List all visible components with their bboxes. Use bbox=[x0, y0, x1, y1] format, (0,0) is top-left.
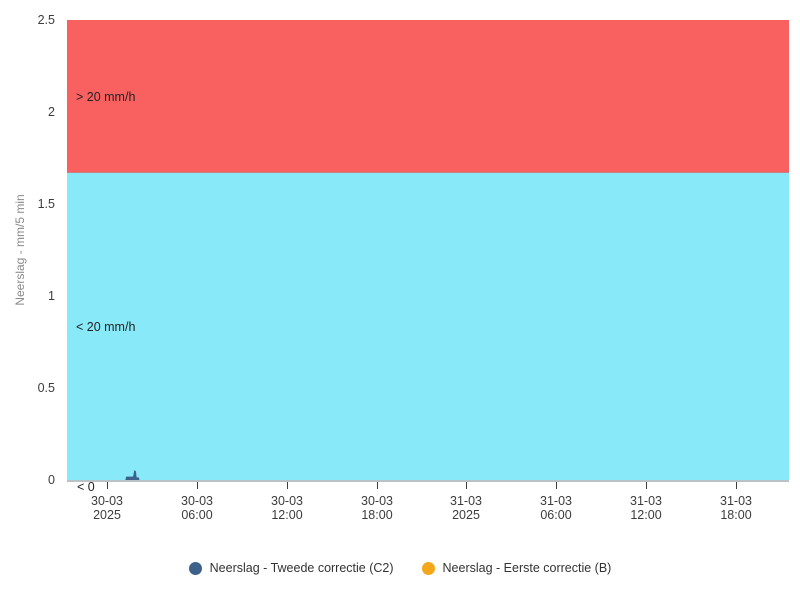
x-tick-label-time: 06:00 bbox=[181, 508, 213, 522]
x-tick-label-time: 12:00 bbox=[630, 508, 662, 522]
x-tick-label-time: 06:00 bbox=[540, 508, 572, 522]
y-tick-label: 2.5 bbox=[37, 13, 55, 27]
x-tick-label-time: 2025 bbox=[93, 508, 121, 522]
x-tick-label-date: 30-03 bbox=[181, 494, 213, 508]
x-tick bbox=[646, 482, 647, 489]
plot-area[interactable]: > 20 mm/h < 20 mm/h bbox=[67, 20, 789, 480]
band-label-1: < 20 mm/h bbox=[76, 319, 136, 334]
x-tick-label-date: 31-03 bbox=[630, 494, 662, 508]
x-tick-label-time: 18:00 bbox=[720, 508, 752, 522]
y-tick-label: 1.5 bbox=[37, 197, 55, 211]
x-tick bbox=[197, 482, 198, 489]
x-tick-label-time: 2025 bbox=[452, 508, 480, 522]
x-tick-label-date: 31-03 bbox=[540, 494, 572, 508]
legend-item-tweede-correctie-c2[interactable]: Neerslag - Tweede correctie (C2) bbox=[188, 561, 394, 575]
x-tick bbox=[466, 482, 467, 489]
x-tick-label-date: 31-03 bbox=[720, 494, 752, 508]
y-tick-label: 2 bbox=[48, 105, 55, 119]
x-tick-label-time: 12:00 bbox=[271, 508, 303, 522]
legend-label-b: Neerslag - Eerste correctie (B) bbox=[442, 561, 612, 575]
y-tick-label: 0 bbox=[48, 473, 55, 487]
x-tick-label-time: 18:00 bbox=[361, 508, 393, 522]
x-tick-label: 30-03 06:00 bbox=[160, 494, 234, 522]
x-tick-label: 30-03 18:00 bbox=[340, 494, 414, 522]
x-tick-label-date: 30-03 bbox=[91, 494, 123, 508]
x-tick-label: 31-03 2025 bbox=[429, 494, 503, 522]
x-tick-label-date: 30-03 bbox=[271, 494, 303, 508]
x-tick bbox=[377, 482, 378, 489]
threshold-band-0 bbox=[67, 20, 789, 174]
legend: Neerslag - Tweede correctie (C2) Neersla… bbox=[0, 561, 800, 575]
threshold-band-1 bbox=[67, 173, 789, 480]
y-tick-label: 0.5 bbox=[37, 381, 55, 395]
x-tick-label: 30-03 2025 bbox=[70, 494, 144, 522]
x-tick-label: 31-03 06:00 bbox=[519, 494, 593, 522]
x-tick bbox=[736, 482, 737, 489]
x-tick-label: 31-03 12:00 bbox=[609, 494, 683, 522]
x-tick bbox=[556, 482, 557, 489]
x-tick-label-date: 30-03 bbox=[361, 494, 393, 508]
x-tick-label-date: 31-03 bbox=[450, 494, 482, 508]
x-tick bbox=[107, 482, 108, 489]
band-label-0: > 20 mm/h bbox=[76, 89, 136, 104]
below-zero-label: < 0 bbox=[77, 480, 95, 494]
legend-item-eerste-correctie-b[interactable]: Neerslag - Eerste correctie (B) bbox=[421, 561, 612, 575]
y-tick-label: 1 bbox=[48, 289, 55, 303]
x-tick-label: 30-03 12:00 bbox=[250, 494, 324, 522]
legend-label-c2: Neerslag - Tweede correctie (C2) bbox=[209, 561, 394, 575]
series-c2-dot-icon bbox=[188, 561, 202, 575]
x-tick-label: 31-03 18:00 bbox=[699, 494, 773, 522]
x-axis-line bbox=[67, 480, 789, 482]
series-layer bbox=[125, 470, 140, 480]
x-tick bbox=[287, 482, 288, 489]
series-b-dot-icon bbox=[421, 561, 435, 575]
series-area-0 bbox=[125, 470, 140, 480]
